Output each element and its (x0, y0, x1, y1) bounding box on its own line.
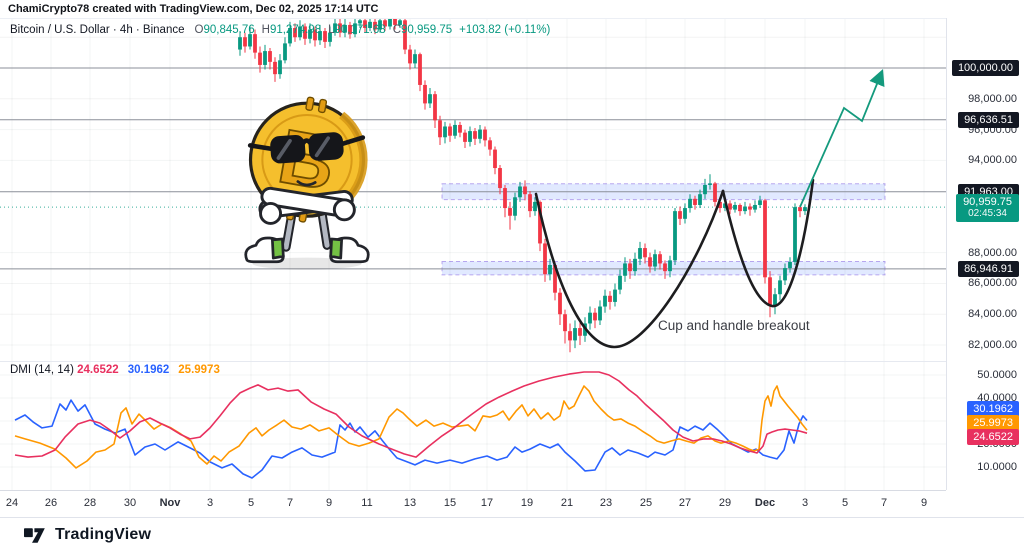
time-tick-5: 5 (841, 497, 849, 509)
time-tick-11: 11 (361, 497, 373, 509)
ohlc-token: O90,845.76 (194, 24, 255, 36)
symbol-title: Bitcoin / U.S. Dollar · 4h · Binance (10, 24, 185, 36)
time-tick-3: 3 (801, 497, 809, 509)
price-axis-label: 82,000.00 (968, 339, 1017, 351)
time-tick-9: 9 (325, 497, 333, 509)
time-tick-27: 27 (678, 497, 692, 509)
dmi-legend-value: 30.1962 (127, 364, 170, 376)
tradingview-logo[interactable]: TradingView (24, 526, 151, 544)
time-tick-24: 24 (5, 497, 19, 509)
ohlc-token: H91,274.98 (261, 24, 322, 36)
mascot-shoes (244, 236, 370, 264)
time-axis[interactable]: 24 26 28 30 Nov 3 5 7 9 11 13 15 17 19 21 23 25 27 29 Dec 3 5… (0, 490, 946, 517)
ohlc-token: L90,171.68 (328, 24, 386, 36)
mascot-legs (281, 211, 332, 252)
mascot-arms (258, 186, 356, 225)
breakout-projection-arrow (799, 68, 885, 208)
time-tick-28: 28 (83, 497, 97, 509)
current-price-badge: 90,959.75 02:45:34 (956, 194, 1019, 223)
symbol-legend[interactable]: Bitcoin / U.S. Dollar · 4h · Binance O90,… (10, 24, 557, 36)
price-zones[interactable] (441, 183, 886, 276)
dmi-legend-value: 25.9973 (178, 364, 220, 376)
sunglasses-icon (247, 132, 366, 164)
dmi-legend-value: 24.6522 (77, 364, 119, 376)
time-tick-15: 15 (443, 497, 457, 509)
dmi-axis-label: 50.0000 (977, 369, 1017, 381)
time-tick-25: 25 (639, 497, 653, 509)
time-tick-13: 13 (403, 497, 417, 509)
cup-curve (534, 189, 725, 349)
bottom-bar: TradingView (0, 517, 1024, 555)
cup-and-handle-annotation-label[interactable]: Cup and handle breakout (658, 318, 810, 333)
time-tick-dec: Dec (754, 497, 776, 509)
price-level-badge: 96,636.51 (958, 111, 1019, 128)
time-tick-9: 9 (920, 497, 928, 509)
price-axis-label: 94,000.00 (968, 154, 1017, 167)
current-price-value: 90,959.75 (963, 196, 1012, 209)
dmi-value-badge: 24.6522 (967, 429, 1019, 445)
dmi-value-badge: 25.9973 (967, 415, 1019, 431)
time-tick-30: 30 (123, 497, 137, 509)
dmi-axis-label: 10.0000 (977, 461, 1017, 473)
price-axis-label: 86,000.00 (968, 277, 1017, 290)
time-tick-19: 19 (520, 497, 534, 509)
dmi-indicator-values: 24.6522 30.1962 25.9973 (77, 364, 229, 376)
dmi-line-ADX (14, 371, 808, 458)
price-axis-label: 88,000.00 (968, 246, 1017, 259)
dmi-value-badge: 30.1962 (967, 401, 1019, 417)
ohlc-token: C90,959.75 (392, 24, 453, 36)
cup-and-handle-drawing[interactable] (534, 68, 885, 349)
time-tick-5: 5 (247, 497, 255, 509)
ohlc-values: O90,845.76 H91,274.98 L90,171.68 C90,959.75… (195, 24, 558, 36)
time-tick-nov: Nov (159, 497, 181, 509)
price-level-badge: 86,946.91 (958, 260, 1019, 277)
mascot-mouth (296, 180, 317, 187)
time-tick-7: 7 (286, 497, 294, 509)
tradingview-logo-text: TradingView (55, 526, 152, 543)
gridlines (0, 18, 946, 490)
key-level-lines (0, 67, 946, 270)
dmi-indicator-title: DMI (14, 14) (10, 364, 74, 376)
handle-curve (721, 178, 815, 308)
time-tick-29: 29 (718, 497, 732, 509)
current-price-countdown: 02:45:34 (968, 208, 1007, 220)
time-tick-3: 3 (206, 497, 214, 509)
price-axis[interactable]: 98,000.00 96,000.00 94,000.00 88,000.00 86,0… (946, 18, 1024, 490)
tradingview-logo-icon (24, 527, 45, 543)
pane-separator[interactable] (0, 361, 946, 362)
candlestick-series[interactable] (238, 14, 807, 353)
time-tick-7: 7 (880, 497, 888, 509)
pane-top-border (0, 18, 1024, 19)
price-axis-label: 98,000.00 (968, 92, 1017, 105)
dmi-series (14, 371, 808, 479)
attribution-text: ChamiCrypto78 created with TradingView.c… (8, 3, 379, 15)
time-tick-26: 26 (44, 497, 58, 509)
bitcoin-mascot-sticker: B (244, 96, 370, 270)
time-tick-21: 21 (560, 497, 574, 509)
time-tick-23: 23 (599, 497, 613, 509)
price-level-badge: 100,000.00 (951, 60, 1019, 76)
dmi-line-+DI (14, 399, 808, 479)
dmi-indicator-legend[interactable]: DMI (14, 14) 24.6522 30.1962 25.9973 (10, 364, 229, 376)
time-tick-17: 17 (480, 497, 494, 509)
price-axis-label: 84,000.00 (968, 308, 1017, 321)
ohlc-token: +103.82 (+0.11%) (459, 24, 551, 36)
